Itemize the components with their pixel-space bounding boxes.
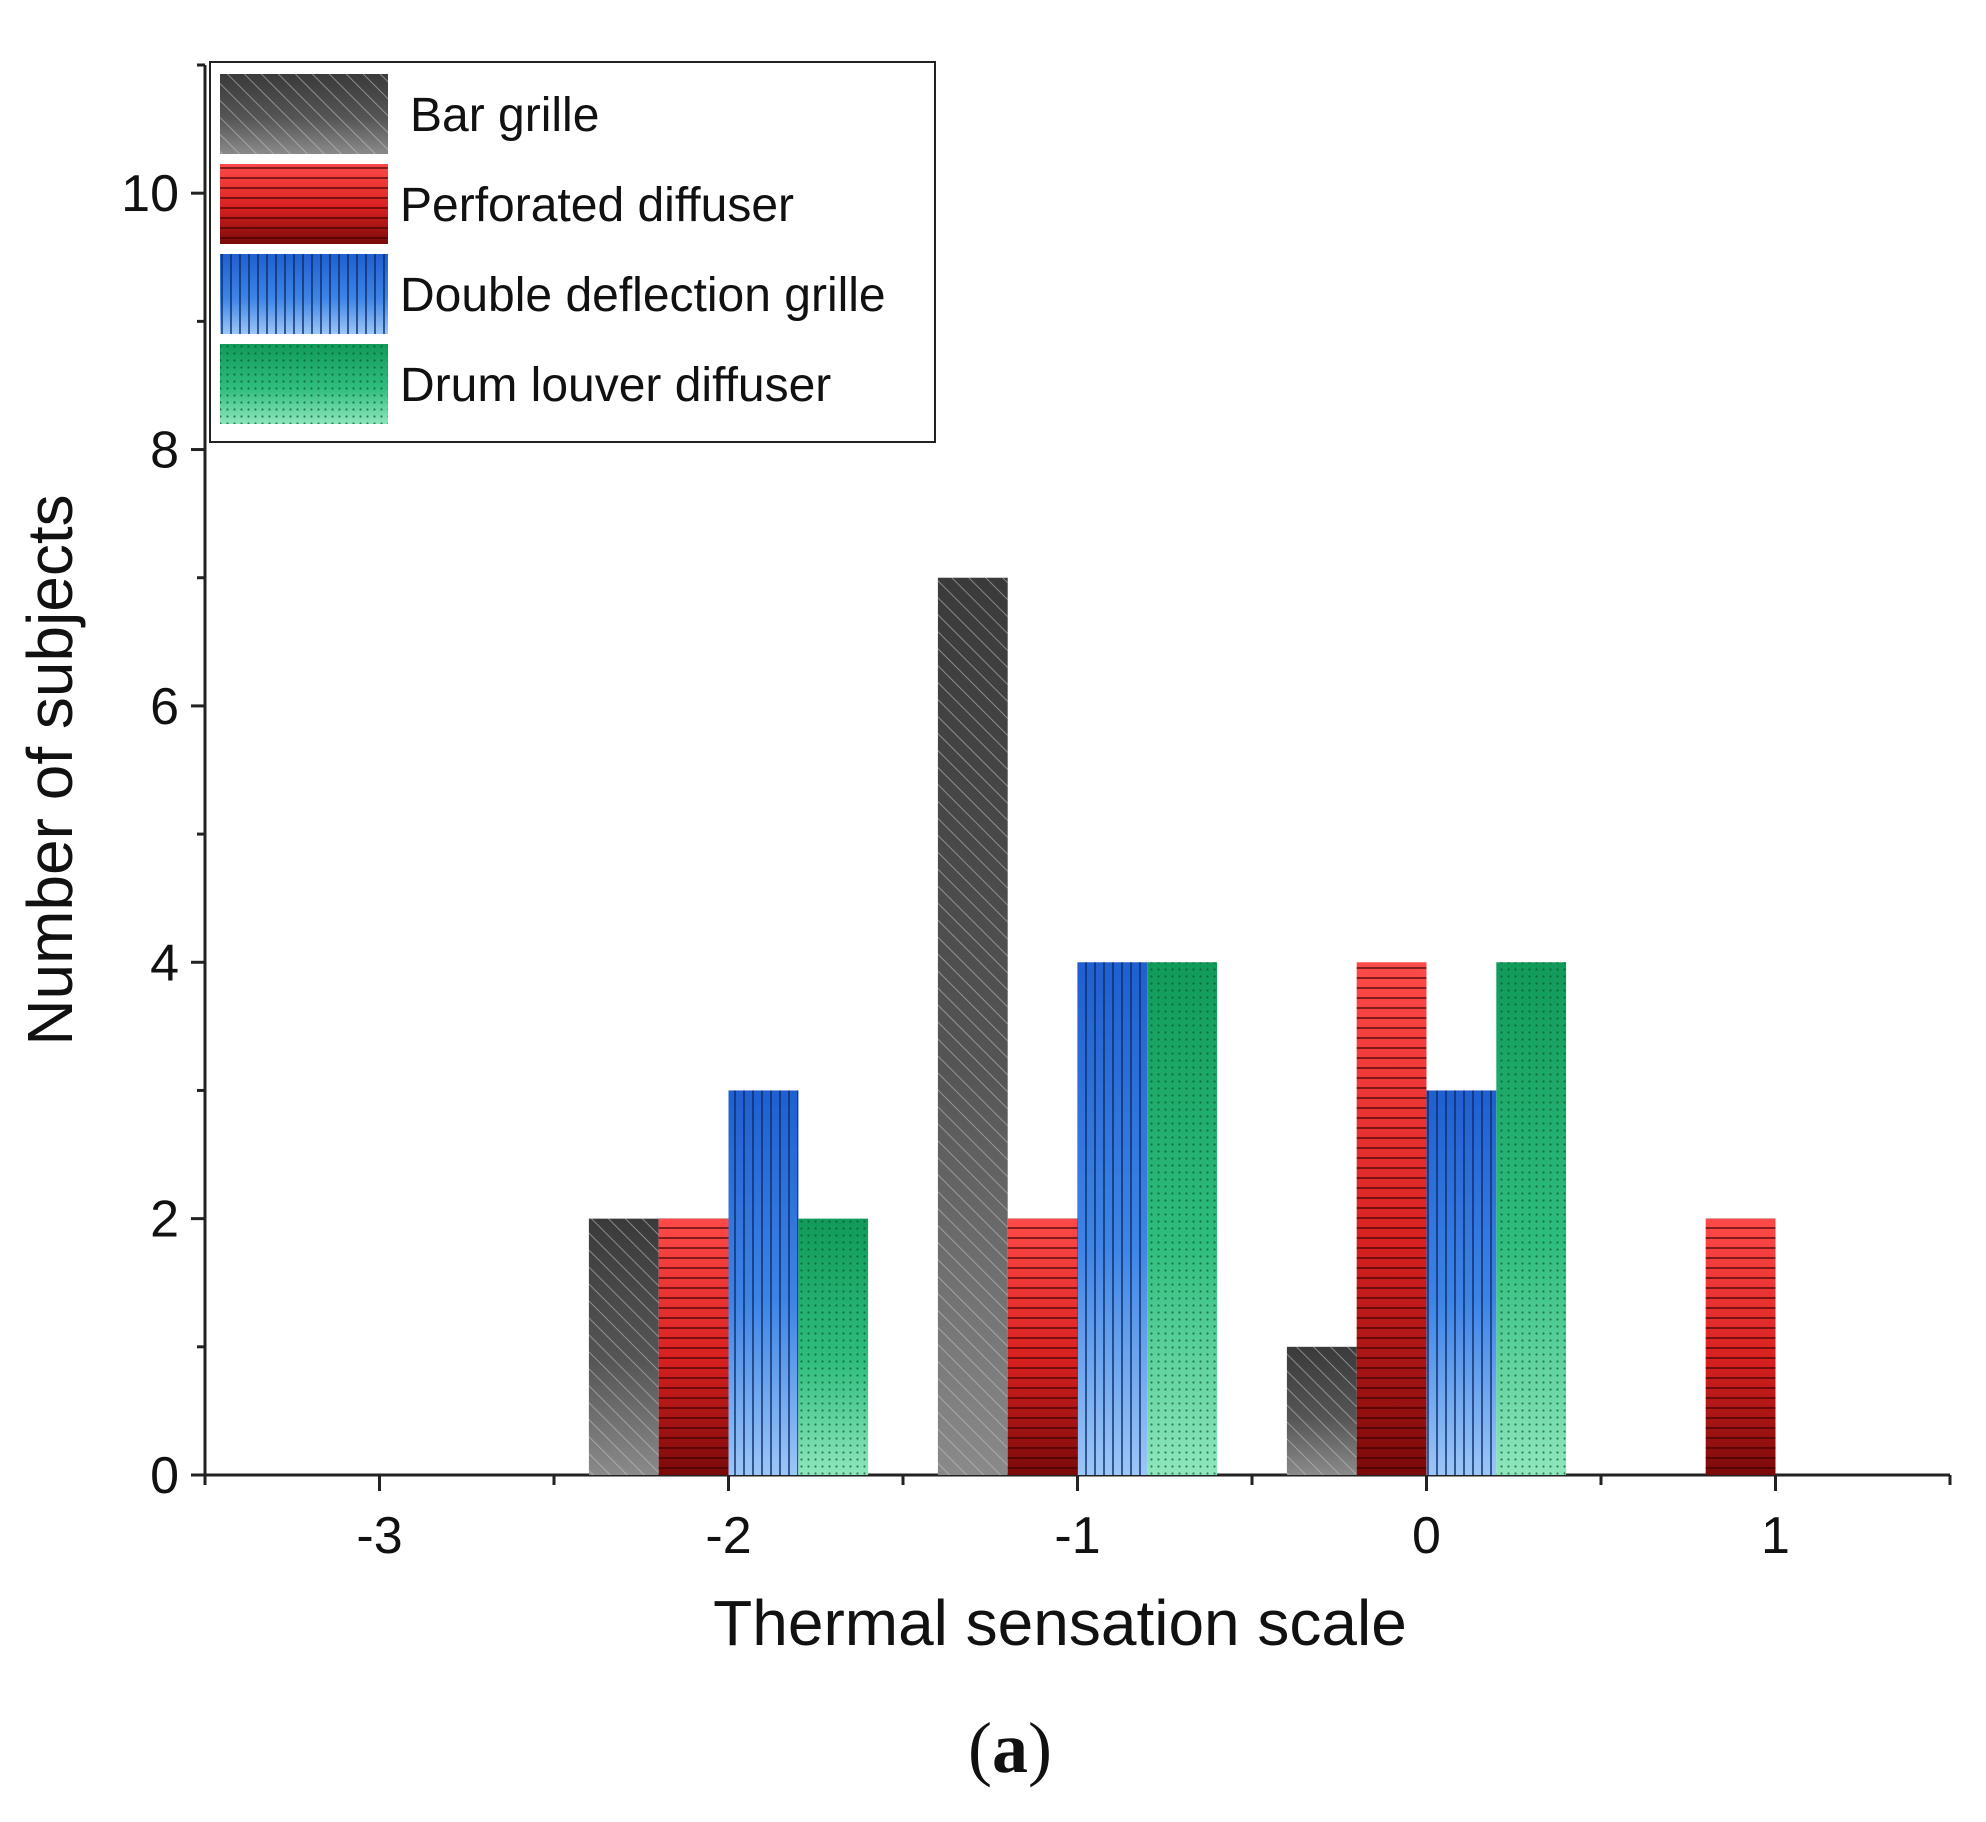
x-axis-title: Thermal sensation scale: [713, 1587, 1407, 1659]
legend-label: Drum louver diffuser: [400, 359, 831, 412]
legend-swatch-pattern: [220, 254, 388, 334]
legend-swatch: [220, 74, 388, 154]
caption-letter: a: [992, 1708, 1028, 1788]
bar-pattern: [1286, 1346, 1357, 1475]
bar: [1007, 1218, 1078, 1475]
bar: [658, 1218, 729, 1475]
x-tick-label: -3: [356, 1507, 402, 1565]
legend-swatch-pattern: [220, 164, 388, 244]
bar: [1426, 1090, 1497, 1475]
legend-swatch-pattern: [220, 74, 388, 154]
legend-swatch: [220, 344, 388, 424]
legend-swatch: [220, 164, 388, 244]
y-tick-label: 10: [121, 165, 179, 223]
bar-pattern: [1077, 962, 1148, 1475]
legend-label: Perforated diffuser: [400, 179, 794, 232]
bar-pattern: [1007, 1218, 1078, 1475]
bar-pattern: [1705, 1218, 1776, 1475]
bar: [1286, 1346, 1357, 1475]
bar-pattern: [1426, 1090, 1497, 1475]
caption-open-paren: (: [968, 1708, 992, 1788]
bar: [1147, 962, 1218, 1475]
plot-area: 0 2 4 6 8 10 -3 -2 -1 0 1: [121, 63, 1952, 1565]
bar: [937, 577, 1008, 1475]
bar: [728, 1090, 799, 1475]
bar-pattern: [798, 1218, 869, 1475]
caption-close-paren: ): [1028, 1708, 1052, 1788]
x-tick-label: 0: [1412, 1507, 1441, 1565]
bar-pattern: [658, 1218, 729, 1475]
y-tick-label: 6: [150, 678, 179, 736]
legend-swatch: [220, 254, 388, 334]
bar-pattern: [588, 1218, 659, 1475]
bar: [588, 1218, 659, 1475]
x-tick-label: 1: [1761, 1507, 1790, 1565]
bar: [1705, 1218, 1776, 1475]
y-tick-label: 2: [150, 1191, 179, 1249]
legend: Bar grille Perforated diffuser Double defl…: [209, 61, 936, 443]
y-tick-label: 0: [150, 1447, 179, 1505]
legend-label: Double deflection grille: [400, 269, 886, 322]
bar-pattern: [937, 577, 1008, 1475]
x-tick-label: -2: [705, 1507, 751, 1565]
bar: [1077, 962, 1148, 1475]
y-tick-label: 4: [150, 934, 179, 992]
y-tick-label: 8: [150, 422, 179, 480]
bar-pattern: [1147, 962, 1218, 1475]
figure-caption: (a): [968, 1708, 1052, 1788]
bar: [798, 1218, 869, 1475]
legend-label: Bar grille: [410, 89, 599, 142]
bar-pattern: [1356, 962, 1427, 1475]
bar-pattern: [728, 1090, 799, 1475]
legend-swatch-pattern: [220, 344, 388, 424]
bar-pattern: [1496, 962, 1567, 1475]
x-tick-label: -1: [1054, 1507, 1100, 1565]
y-axis-title: Number of subjects: [14, 494, 86, 1045]
bar: [1496, 962, 1567, 1475]
bar: [1356, 962, 1427, 1475]
